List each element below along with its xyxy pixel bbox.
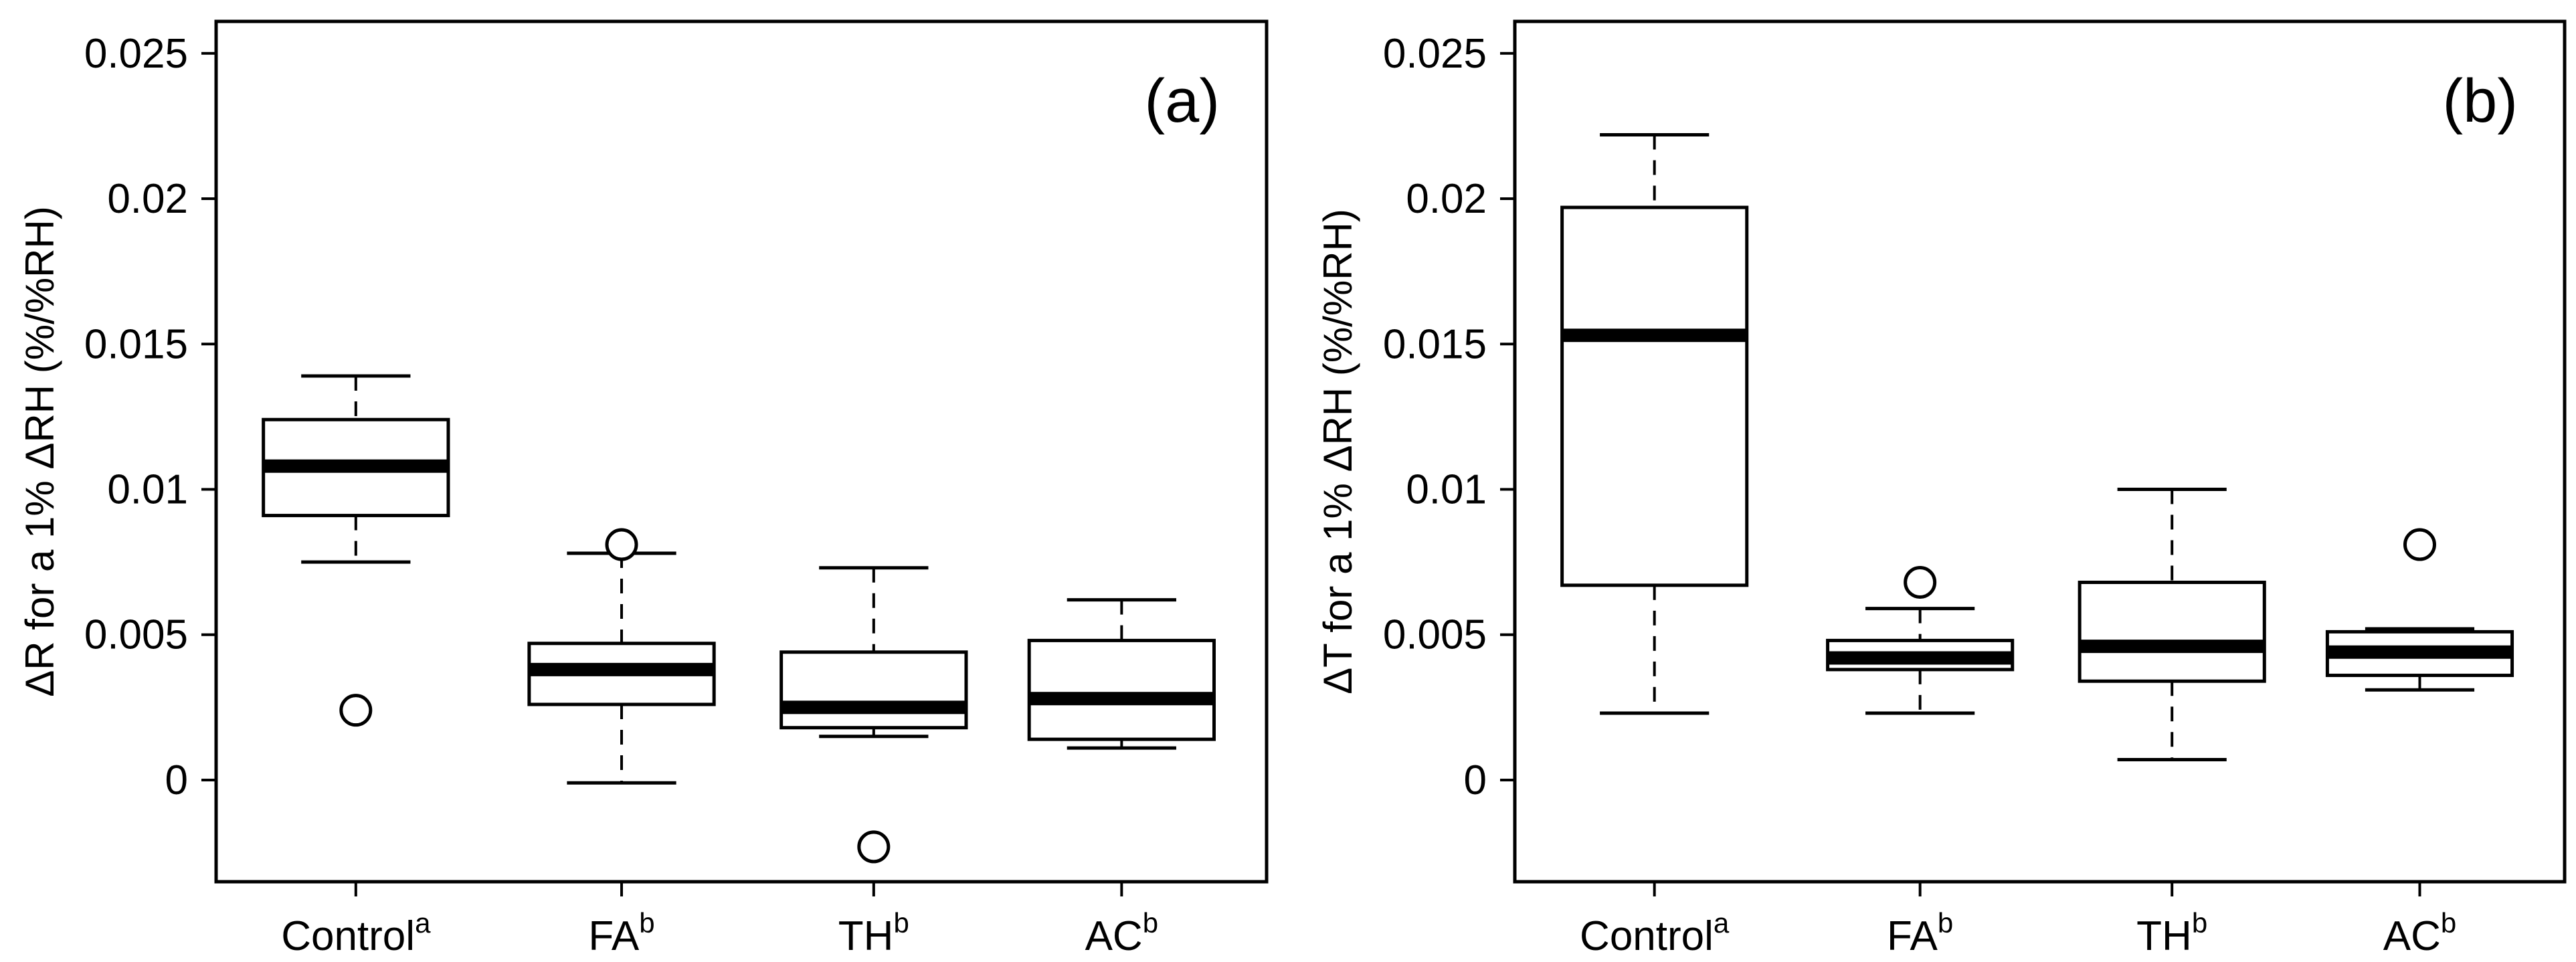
iqr-box (1560, 205, 1749, 587)
y-tick-label: 0.025 (1383, 31, 1487, 77)
category-name: FA (1887, 913, 1938, 959)
y-tick-label: 0.005 (1383, 612, 1487, 658)
y-tick-label: 0.02 (107, 176, 188, 222)
panel-a: 0 0.005 0.01 0.015 0.02 0.025 ΔR for a 1% ΔRH … (17, 19, 1269, 959)
y-tick-label: 0.025 (84, 31, 188, 77)
outlier-point (2403, 528, 2436, 561)
x-tick-label: THb (2136, 907, 2207, 959)
category-superscript: b (1143, 907, 1158, 939)
category-superscript: a (1714, 907, 1730, 939)
category-superscript: a (415, 907, 431, 939)
y-axis-label: ΔR for a 1% ΔRH (%/%RH) (17, 206, 62, 697)
x-tick-label: FAb (588, 907, 654, 959)
x-tick-label: THb (838, 907, 909, 959)
iqr-box (1027, 638, 1216, 741)
y-tick-label: 0.015 (84, 321, 188, 367)
x-tick-label: Controla (1580, 907, 1730, 959)
outlier-point (857, 830, 891, 864)
category-name: AC (1085, 913, 1143, 959)
y-tick-label: 0.02 (1406, 176, 1487, 222)
panel-label: (a) (1145, 67, 1220, 135)
y-tick-label: 0.01 (107, 466, 188, 512)
category-name: Control (281, 913, 415, 959)
x-tick-label: Controla (281, 907, 431, 959)
y-tick-label: 0 (165, 757, 188, 803)
y-tick-label: 0 (1464, 757, 1487, 803)
box-th (2078, 487, 2266, 762)
y-tick-label: 0.01 (1406, 466, 1487, 512)
category-name: TH (2136, 913, 2192, 959)
category-superscript: b (2192, 907, 2207, 939)
iqr-box (779, 650, 968, 730)
box-control (1560, 132, 1749, 715)
plot-frame (214, 19, 1269, 884)
category-name: FA (588, 913, 639, 959)
outlier-point (339, 694, 373, 727)
outlier-point (1904, 566, 1937, 599)
category-name: AC (2383, 913, 2441, 959)
category-superscript: b (2441, 907, 2456, 939)
x-tick-label: ACb (1085, 907, 1159, 959)
y-tick-label: 0.015 (1383, 321, 1487, 367)
box-fa (1826, 566, 2015, 715)
plot-frame (1513, 19, 2567, 884)
box-control (262, 374, 450, 727)
box-fa (527, 528, 716, 785)
category-superscript: b (1938, 907, 1953, 939)
x-tick-label: ACb (2383, 907, 2457, 959)
box-th (779, 566, 968, 864)
category-superscript: b (639, 907, 654, 939)
panel-label: (b) (2443, 67, 2518, 135)
y-axis-label: ΔT for a 1% ΔRH (%/%RH) (1315, 209, 1360, 694)
x-tick-label: FAb (1887, 907, 1953, 959)
outlier-point (605, 528, 638, 561)
category-superscript: b (893, 907, 909, 939)
category-name: TH (838, 913, 894, 959)
category-name: Control (1580, 913, 1714, 959)
iqr-box (2078, 581, 2266, 683)
box-ac (1027, 598, 1216, 750)
box-ac (2325, 528, 2514, 692)
y-tick-label: 0.005 (84, 612, 188, 658)
panel-b: 0 0.005 0.01 0.015 0.02 0.025 ΔT for a 1% ΔRH … (1315, 19, 2567, 959)
